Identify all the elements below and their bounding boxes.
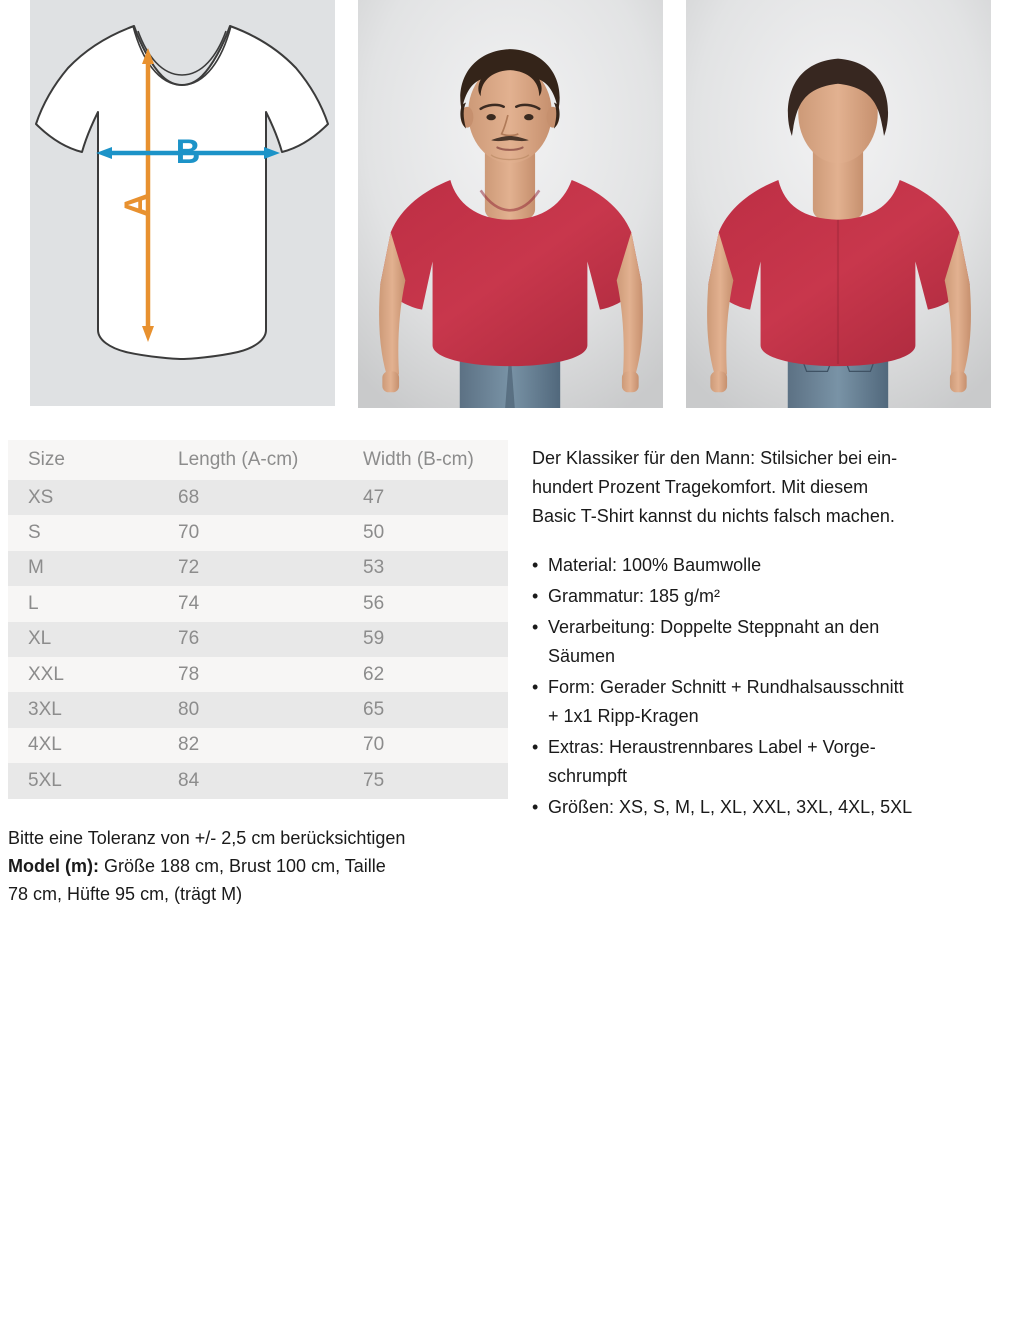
svg-text:B: B [176, 133, 201, 171]
svg-text:A: A [118, 193, 156, 218]
